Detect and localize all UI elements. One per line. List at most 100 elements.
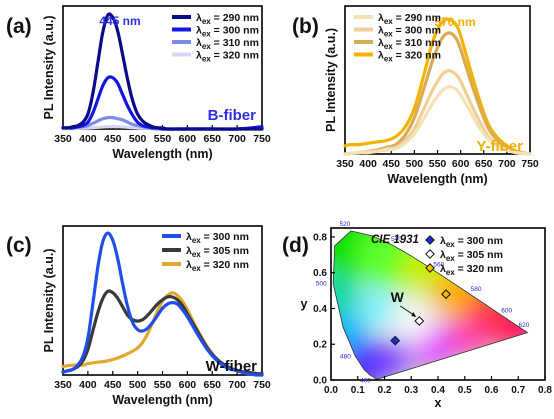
panel-b-x-axis-label: Wavelength (nm) <box>387 172 487 186</box>
panel-a-x-tick-label: 400 <box>79 133 97 145</box>
panel-a-legend-entry-2: λex = 310 nm <box>172 37 259 51</box>
panel-a-fiber-label: B-fiber <box>208 107 256 124</box>
panel-a-legend-label-0: = 290 nm <box>211 12 259 24</box>
panel-a-legend-sub-1: ex <box>202 30 211 39</box>
panel-b-legend-text-2: λex = 310 nm <box>378 37 441 51</box>
cie-color-blob <box>387 295 436 344</box>
panel-d-x-tick-label: 0.6 <box>485 385 499 396</box>
panel-a-x-tick-label: 600 <box>179 133 197 145</box>
panel-b-legend-entry-0: λex = 290 nm <box>354 12 441 26</box>
cie-point-0 <box>390 335 401 346</box>
panel-a-series-line-0 <box>61 12 264 131</box>
panel-a: 350 400 450 500 550 600 650 700 750 Wavelength (n… <box>6 5 271 161</box>
cie-wavelength-label: 600 <box>501 307 512 314</box>
panel-d-x-tick-label: 0.1 <box>351 385 365 396</box>
panel-d-legend-label-2: = 320 nm <box>455 263 503 275</box>
panel-d-panel-label: (d) <box>282 234 309 257</box>
panel-b-legend-lambda-3: λ <box>378 50 384 62</box>
panel-d-y-axis-label: y <box>301 297 308 311</box>
panel-c-x-tick-label: 450 <box>104 379 122 391</box>
panel-d-x-tick-label: 0.3 <box>404 385 418 396</box>
panel-a-legend-entry-0: λex = 290 nm <box>172 12 259 26</box>
white-point-arrowhead <box>411 311 417 317</box>
panel-a-legend-sub-0: ex <box>202 17 211 26</box>
panel-b-x-tick-label: 350 <box>336 158 354 170</box>
panel-d-legend-sub-0: ex <box>446 240 455 249</box>
panel-c-legend-lambda-1: λ <box>186 245 192 257</box>
panel-b-x-tick-label: 650 <box>475 158 493 170</box>
cie-color-blob <box>450 317 491 358</box>
panel-d-legend-entry-1: λex = 305 nm <box>425 249 503 263</box>
panel-c-legend-entry-0: λex = 300 nm <box>162 231 249 245</box>
panel-b-fiber-label: Y-fiber <box>476 138 523 155</box>
panel-c-fiber-label: W-fiber <box>206 358 258 375</box>
panel-c-x-tick-label: 750 <box>253 379 271 391</box>
panel-d-y-tick-label: 0.2 <box>313 340 327 351</box>
cie-fill-blobs <box>333 230 528 380</box>
panel-a-legend-label-2: = 310 nm <box>211 37 259 49</box>
panel-d-legend-lambda-0: λ <box>440 235 446 247</box>
panel-d-legend-text-0: λex = 300 nm <box>440 235 503 249</box>
panel-c-legend-sub-0: ex <box>192 236 201 245</box>
panel-c-legend-text-0: λex = 300 nm <box>186 231 249 245</box>
panel-a-panel-label: (a) <box>6 15 32 38</box>
cie-title: CIE 1931 <box>371 234 419 246</box>
panel-c-series-line-0 <box>61 231 264 377</box>
panel-b-legend-entry-1: λex = 300 nm <box>354 25 441 39</box>
panel-a-legend-text-1: λex = 300 nm <box>196 25 259 39</box>
panel-d-legend-entry-2: λex = 320 nm <box>425 263 503 277</box>
panel-c-legend-label-0: = 300 nm <box>201 231 249 243</box>
panel-d-y-tick-label: 0.8 <box>313 232 327 243</box>
panel-a-legend-text-2: λex = 310 nm <box>196 37 259 51</box>
panel-d-legend-entry-0: λex = 300 nm <box>425 235 503 249</box>
panel-b-x-tick-label: 450 <box>382 158 400 170</box>
panel-c-x-tick-label: 650 <box>203 379 221 391</box>
panel-b-x-tick-label: 750 <box>521 158 539 170</box>
cie-spectral-locus <box>332 230 529 380</box>
panel-d-x-tick-label: 0.0 <box>324 385 338 396</box>
panel-d-legend-text-2: λex = 320 nm <box>440 263 503 277</box>
panel-b-series-line-3 <box>343 17 532 156</box>
panel-d-legend-label-0: = 300 nm <box>455 235 503 247</box>
panel-a-x-tick-label: 350 <box>54 133 72 145</box>
panel-b-legend-text-3: λex = 320 nm <box>378 50 441 64</box>
panel-d-x-tick-label: 0.4 <box>431 385 445 396</box>
panel-b-legend-label-3: = 320 nm <box>393 50 441 62</box>
panel-c-legend-sub-2: ex <box>192 264 201 273</box>
panel-d-x-axis-label: x <box>435 396 442 410</box>
panel-d-legend-marker-1 <box>425 249 435 259</box>
panel-b-legend-text-1: λex = 300 nm <box>378 25 441 39</box>
panel-d-legend-marker-0 <box>425 235 435 245</box>
panel-c: 350 400 450 500 550 600 650 700 750 Wavelength (n… <box>6 225 271 407</box>
panel-c-panel-label: (c) <box>6 234 32 257</box>
white-point-label: W <box>391 289 405 305</box>
panel-b-legend-lambda-1: λ <box>378 25 384 37</box>
cie-color-blob <box>333 275 364 324</box>
panel-b-x-tick-label: 500 <box>406 158 424 170</box>
panel-b-x-tick-label: 600 <box>452 158 470 170</box>
panel-b: 350 400 450 500 550 600 650 700 750 Wavelength (n… <box>292 5 539 186</box>
panel-a-x-tick-label: 700 <box>228 133 246 145</box>
panel-c-x-tick-label: 350 <box>54 379 72 391</box>
panel-b-legend-sub-2: ex <box>384 42 393 51</box>
panel-d-legend-sub-1: ex <box>446 254 455 263</box>
panel-c-x-tick-label: 500 <box>129 379 147 391</box>
panel-a-legend-label-3: = 320 nm <box>211 50 259 62</box>
cie-color-blob <box>356 288 397 329</box>
panel-d-x-tick-label: 0.8 <box>538 385 552 396</box>
panel-c-y-axis-label: PL Intensity (a.u.) <box>42 249 56 353</box>
panel-a-legend-sub-3: ex <box>202 55 211 64</box>
panel-a-x-tick-label: 750 <box>253 133 271 145</box>
panel-a-peak-label: 445 nm <box>99 14 140 28</box>
panel-b-legend-entry-2: λex = 310 nm <box>354 37 441 51</box>
panel-b-x-tick-label: 700 <box>498 158 516 170</box>
panel-b-peak-label: 570 nm <box>434 15 475 29</box>
panel-a-x-tick-label: 450 <box>104 133 122 145</box>
panel-d: 0.0 0.1 0.2 0.3 0.4 0.5 0.6 0.7 0.8 0.0 0.2 0.4 0.6 0… <box>282 221 552 410</box>
cie-color-blob <box>369 338 410 379</box>
panel-c-legend-text-1: λex = 305 nm <box>186 245 249 259</box>
panel-a-legend-sub-2: ex <box>202 42 211 51</box>
panel-a-legend-text-3: λex = 320 nm <box>196 50 259 64</box>
panel-a-x-tick-label: 550 <box>154 133 172 145</box>
panel-c-legend-label-2: = 320 nm <box>201 259 249 271</box>
